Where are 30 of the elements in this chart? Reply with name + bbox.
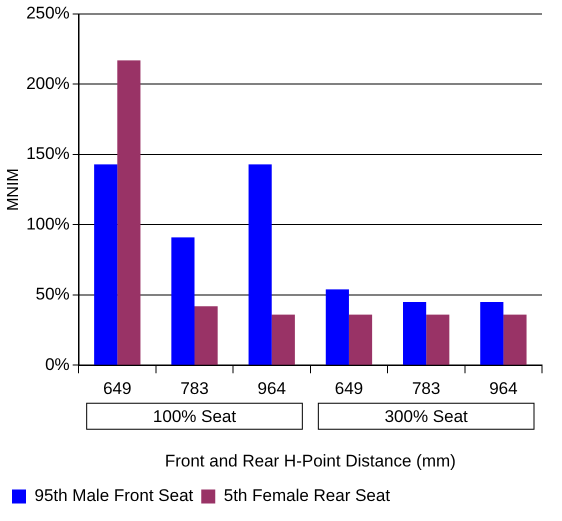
x-tick-label: 783: [180, 379, 209, 398]
bar: [480, 302, 504, 365]
bar: [272, 314, 295, 365]
y-tick-label: 0%: [45, 354, 70, 374]
legend-label: 95th Male Front Seat: [34, 486, 194, 506]
bar: [94, 164, 118, 365]
y-tick-label: 200%: [26, 74, 70, 93]
x-axis-title: Front and Rear H-Point Distance (mm): [164, 451, 456, 470]
y-tick-label: 250%: [26, 4, 70, 23]
bar: [503, 314, 527, 365]
bar: [403, 302, 426, 365]
y-axis-title: MNIM: [5, 168, 22, 211]
y-tick-label: 150%: [26, 144, 70, 164]
x-tick-label: 964: [489, 379, 518, 398]
text: 100% Seat: [152, 406, 236, 426]
bar: [426, 314, 450, 365]
x-tick-label: 783: [412, 379, 440, 398]
bar: [248, 164, 272, 365]
y-tick-label: 50%: [36, 284, 70, 304]
text: 300% Seat: [384, 406, 468, 426]
bar: [117, 60, 140, 365]
legend-label: 5th Female Rear Seat: [224, 486, 390, 506]
x-tick-label: 649: [103, 379, 132, 398]
bar: [194, 306, 218, 365]
x-tick-label: 964: [258, 379, 286, 398]
bar: [348, 314, 372, 365]
bar: [171, 237, 195, 365]
bar: [326, 289, 349, 365]
y-tick-label: 100%: [26, 214, 70, 234]
x-tick-label: 649: [334, 379, 364, 398]
